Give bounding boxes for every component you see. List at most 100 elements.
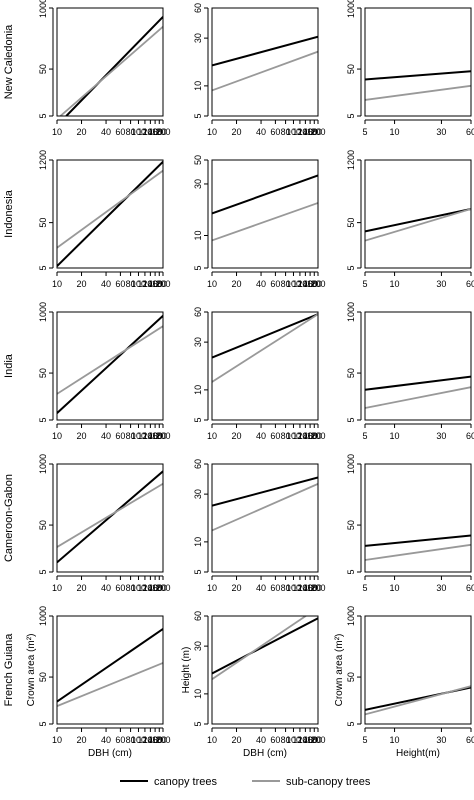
y-axis-title: Crown area (m²) [26, 634, 37, 707]
plot-frame [211, 159, 319, 269]
row-label-country: Cameroon-Gabon [3, 474, 15, 562]
x-tick-label: 100 [286, 735, 301, 745]
x-tick-label: 20 [232, 583, 242, 593]
row-label-country: New Caledonia [3, 24, 15, 99]
x-tick-label: 200 [310, 279, 325, 289]
y-tick-label: 5 [38, 265, 48, 270]
x-tick-label: 200 [155, 431, 170, 441]
row-label-country: French Guiana [3, 633, 15, 707]
panel-r2-c3: 5 10 30 60 5 50 1200 [346, 150, 474, 289]
y-tick-label: 30 [193, 641, 203, 651]
x-tick-label: 120 [137, 735, 152, 745]
canopy-series-line [212, 35, 318, 67]
y-tick-label: 10 [193, 537, 203, 547]
y-tick-label: 1000 [346, 302, 356, 322]
x-tick-label: 100 [131, 279, 146, 289]
panel-r1-c3: 5 10 30 60 5 50 1000 [346, 0, 474, 137]
x-tick-label: 10 [390, 279, 400, 289]
y-tick-label: 60 [193, 611, 203, 621]
x-tick-label: 180 [307, 127, 322, 137]
y-tick-label: 5 [346, 721, 356, 726]
x-tick-label: 30 [436, 431, 446, 441]
x-tick-label: 100 [286, 279, 301, 289]
y-tick-label: 5 [193, 569, 203, 574]
y-tick-label: 10 [193, 81, 203, 91]
x-tick-label: 20 [77, 127, 87, 137]
y-tick-label: 5 [38, 569, 48, 574]
x-tick-label: 100 [131, 431, 146, 441]
plot-frame [56, 7, 164, 117]
x-tick-label: 20 [232, 127, 242, 137]
x-tick-label: 60 [270, 127, 280, 137]
x-tick-label: 100 [286, 127, 301, 137]
x-tick-label: 10 [207, 583, 217, 593]
x-tick-label: 180 [307, 279, 322, 289]
x-tick-label: 60 [466, 431, 474, 441]
x-tick-label: 60 [466, 583, 474, 593]
x-tick-label: 10 [52, 127, 62, 137]
y-tick-label: 30 [193, 489, 203, 499]
canopy-series-line [212, 174, 318, 215]
plot-frame [56, 159, 164, 269]
sub-canopy-series-line [365, 208, 471, 242]
sub-canopy-series-line [212, 483, 318, 532]
x-tick-label: 120 [137, 583, 152, 593]
x-tick-label: 80 [281, 583, 291, 593]
y-tick-label: 1000 [38, 454, 48, 474]
y-tick-label: 5 [38, 721, 48, 726]
x-tick-label: 5 [362, 735, 367, 745]
x-tick-label: 100 [131, 127, 146, 137]
y-tick-label: 5 [193, 721, 203, 726]
y-tick-label: 50 [346, 672, 356, 682]
x-tick-label: 20 [232, 279, 242, 289]
x-tick-label: 160 [148, 127, 163, 137]
y-tick-label: 1000 [38, 302, 48, 322]
x-tick-label: 5 [362, 279, 367, 289]
sub-canopy-series-line [365, 543, 471, 561]
x-tick-label: 160 [148, 431, 163, 441]
x-tick-label: 160 [148, 735, 163, 745]
sub-canopy-series-line [365, 386, 471, 409]
y-tick-label: 60 [193, 307, 203, 317]
x-tick-label: 120 [137, 127, 152, 137]
sub-canopy-series-line [57, 482, 163, 548]
x-tick-label: 5 [362, 127, 367, 137]
x-tick-label: 10 [390, 127, 400, 137]
x-tick-label: 160 [148, 583, 163, 593]
x-tick-label: 160 [303, 127, 318, 137]
x-tick-label: 10 [207, 127, 217, 137]
x-tick-label: 80 [126, 279, 136, 289]
y-tick-label: 5 [346, 265, 356, 270]
x-axis-title: DBH (cm) [243, 748, 287, 759]
panel-r3-c3: 5 10 30 60 5 50 1000 [346, 302, 474, 441]
y-tick-label: 50 [38, 64, 48, 74]
sub-canopy-series-line [57, 325, 163, 395]
x-tick-label: 40 [256, 583, 266, 593]
plot-frame [211, 463, 319, 573]
canopy-series-line [57, 315, 163, 414]
x-tick-label: 80 [281, 431, 291, 441]
y-tick-label: 5 [193, 265, 203, 270]
x-tick-label: 140 [143, 127, 158, 137]
sub-canopy-series-line [57, 662, 163, 707]
x-tick-label: 20 [232, 735, 242, 745]
x-tick-label: 60 [466, 279, 474, 289]
x-tick-label: 40 [256, 127, 266, 137]
x-tick-label: 120 [292, 735, 307, 745]
x-tick-label: 60 [466, 127, 474, 137]
y-tick-label: 1000 [38, 0, 48, 18]
legend-canopy-label: canopy trees [154, 776, 217, 788]
x-tick-label: 140 [143, 583, 158, 593]
x-tick-label: 200 [155, 279, 170, 289]
x-axis-title: DBH (cm) [88, 748, 132, 759]
x-tick-label: 60 [115, 279, 125, 289]
x-tick-label: 160 [303, 431, 318, 441]
panel-r4-c3: 5 10 30 60 5 50 1000 [346, 454, 474, 593]
x-tick-label: 160 [303, 735, 318, 745]
x-tick-label: 60 [270, 583, 280, 593]
x-tick-label: 200 [310, 127, 325, 137]
y-tick-label: 10 [193, 689, 203, 699]
x-tick-label: 60 [115, 735, 125, 745]
